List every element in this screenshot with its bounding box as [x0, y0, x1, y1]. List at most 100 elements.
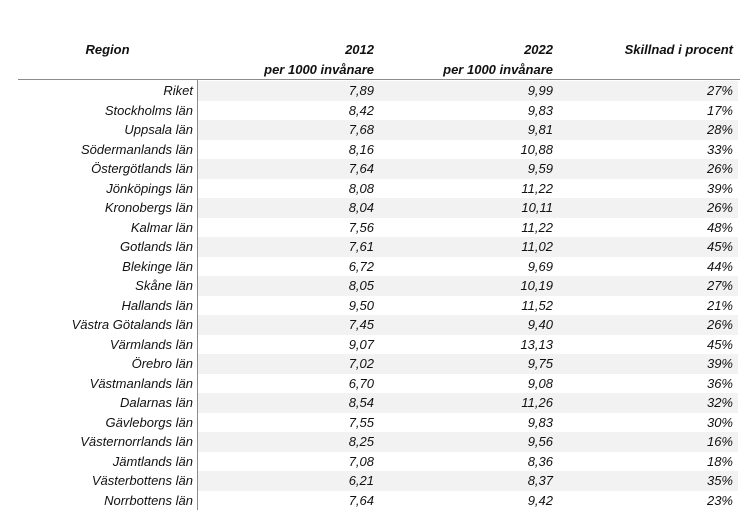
value-cell: 7,64 [348, 492, 374, 508]
value-cell: 11,52 [521, 297, 553, 313]
column-header: 2022 [524, 42, 553, 57]
region-cell: Gävleborgs län [105, 414, 193, 430]
value-cell: 26% [706, 317, 733, 332]
column-header: per 1000 invånare [264, 62, 374, 77]
value-cell: 10,88 [520, 141, 553, 157]
row-band [198, 276, 738, 296]
region-cell: Östergötlands län [91, 161, 193, 176]
value-cell: 8,37 [527, 473, 553, 488]
value-cell: 27% [706, 83, 733, 98]
value-cell: 17% [706, 102, 733, 118]
row-band [198, 237, 738, 257]
value-cell: 11,26 [521, 395, 553, 410]
region-cell: Hallands län [121, 297, 193, 313]
value-cell: 39% [706, 356, 733, 371]
value-cell: 7,02 [348, 356, 374, 371]
value-cell: 10,19 [520, 278, 553, 293]
value-cell: 28% [706, 122, 733, 137]
value-cell: 7,61 [348, 239, 374, 254]
row-band [198, 198, 738, 218]
value-cell: 11,22 [521, 219, 553, 235]
value-cell: 9,81 [527, 122, 553, 137]
column-header: per 1000 invånare [443, 62, 553, 77]
value-cell: 21% [706, 297, 733, 313]
row-band [198, 393, 738, 413]
value-cell: 8,25 [348, 434, 374, 449]
value-cell: 11,22 [521, 180, 553, 196]
value-cell: 7,55 [348, 414, 374, 430]
row-band [198, 81, 738, 101]
row-band [198, 432, 738, 452]
value-cell: 45% [706, 336, 733, 352]
column-header: Skillnad i procent [624, 42, 733, 57]
region-cell: Kronobergs län [104, 200, 193, 215]
header-rule [18, 79, 740, 80]
value-cell: 8,16 [348, 141, 374, 157]
region-cell: Norrbottens län [104, 492, 193, 508]
value-cell: 33% [706, 141, 733, 157]
value-cell: 13,13 [520, 336, 553, 352]
value-cell: 9,99 [527, 83, 553, 98]
region-cell: Gotlands län [120, 239, 193, 254]
row-band [198, 315, 738, 335]
value-cell: 18% [706, 453, 733, 469]
value-cell: 9,83 [527, 414, 553, 430]
value-cell: 26% [706, 161, 733, 176]
value-cell: 9,75 [527, 356, 553, 371]
value-cell: 27% [706, 278, 733, 293]
region-cell: Stockholms län [104, 102, 193, 118]
region-cell: Jönköpings län [106, 180, 193, 196]
value-cell: 6,70 [348, 375, 374, 391]
row-band [198, 159, 738, 179]
value-cell: 45% [706, 239, 733, 254]
value-cell: 9,69 [527, 258, 553, 274]
column-header: 2012 [345, 42, 374, 57]
region-divider [197, 80, 198, 510]
value-cell: 9,56 [527, 434, 553, 449]
value-cell: 7,56 [348, 219, 374, 235]
row-band [198, 471, 738, 491]
region-cell: Dalarnas län [120, 395, 193, 410]
region-cell: Örebro län [131, 356, 193, 371]
value-cell: 10,11 [521, 200, 553, 215]
value-cell: 6,72 [348, 258, 374, 274]
value-cell: 39% [706, 180, 733, 196]
value-cell: 8,36 [527, 453, 553, 469]
value-cell: 7,64 [348, 161, 374, 176]
region-cell: Västmanlands län [89, 375, 193, 391]
value-cell: 7,68 [348, 122, 374, 137]
value-cell: 7,89 [348, 83, 374, 98]
value-cell: 23% [706, 492, 733, 508]
region-cell: Jämtlands län [112, 453, 193, 469]
region-cell: Kalmar län [130, 219, 193, 235]
region-cell: Blekinge län [122, 258, 193, 274]
value-cell: 44% [706, 258, 733, 274]
region-cell: Västerbottens län [91, 473, 193, 488]
value-cell: 9,83 [527, 102, 553, 118]
value-cell: 8,42 [348, 102, 374, 118]
value-cell: 11,02 [521, 239, 553, 254]
region-cell: Västernorrlands län [80, 434, 193, 449]
value-cell: 26% [706, 200, 733, 215]
value-cell: 9,42 [527, 492, 553, 508]
value-cell: 48% [706, 219, 733, 235]
region-cell: Uppsala län [124, 122, 193, 137]
value-cell: 8,04 [348, 200, 374, 215]
value-cell: 8,05 [348, 278, 374, 293]
region-cell: Skåne län [135, 278, 193, 293]
value-cell: 32% [706, 395, 733, 410]
value-cell: 6,21 [348, 473, 374, 488]
region-cell: Värmlands län [109, 336, 193, 352]
value-cell: 16% [706, 434, 733, 449]
value-cell: 7,08 [348, 453, 374, 469]
region-cell: Västra Götalands län [71, 317, 193, 332]
value-cell: 8,54 [348, 395, 374, 410]
value-cell: 36% [706, 375, 733, 391]
row-band [198, 120, 738, 140]
region-cell: Södermanlands län [80, 141, 193, 157]
value-cell: 9,59 [527, 161, 553, 176]
value-cell: 9,40 [527, 317, 553, 332]
region-cell: Riket [163, 83, 193, 98]
row-band [198, 354, 738, 374]
